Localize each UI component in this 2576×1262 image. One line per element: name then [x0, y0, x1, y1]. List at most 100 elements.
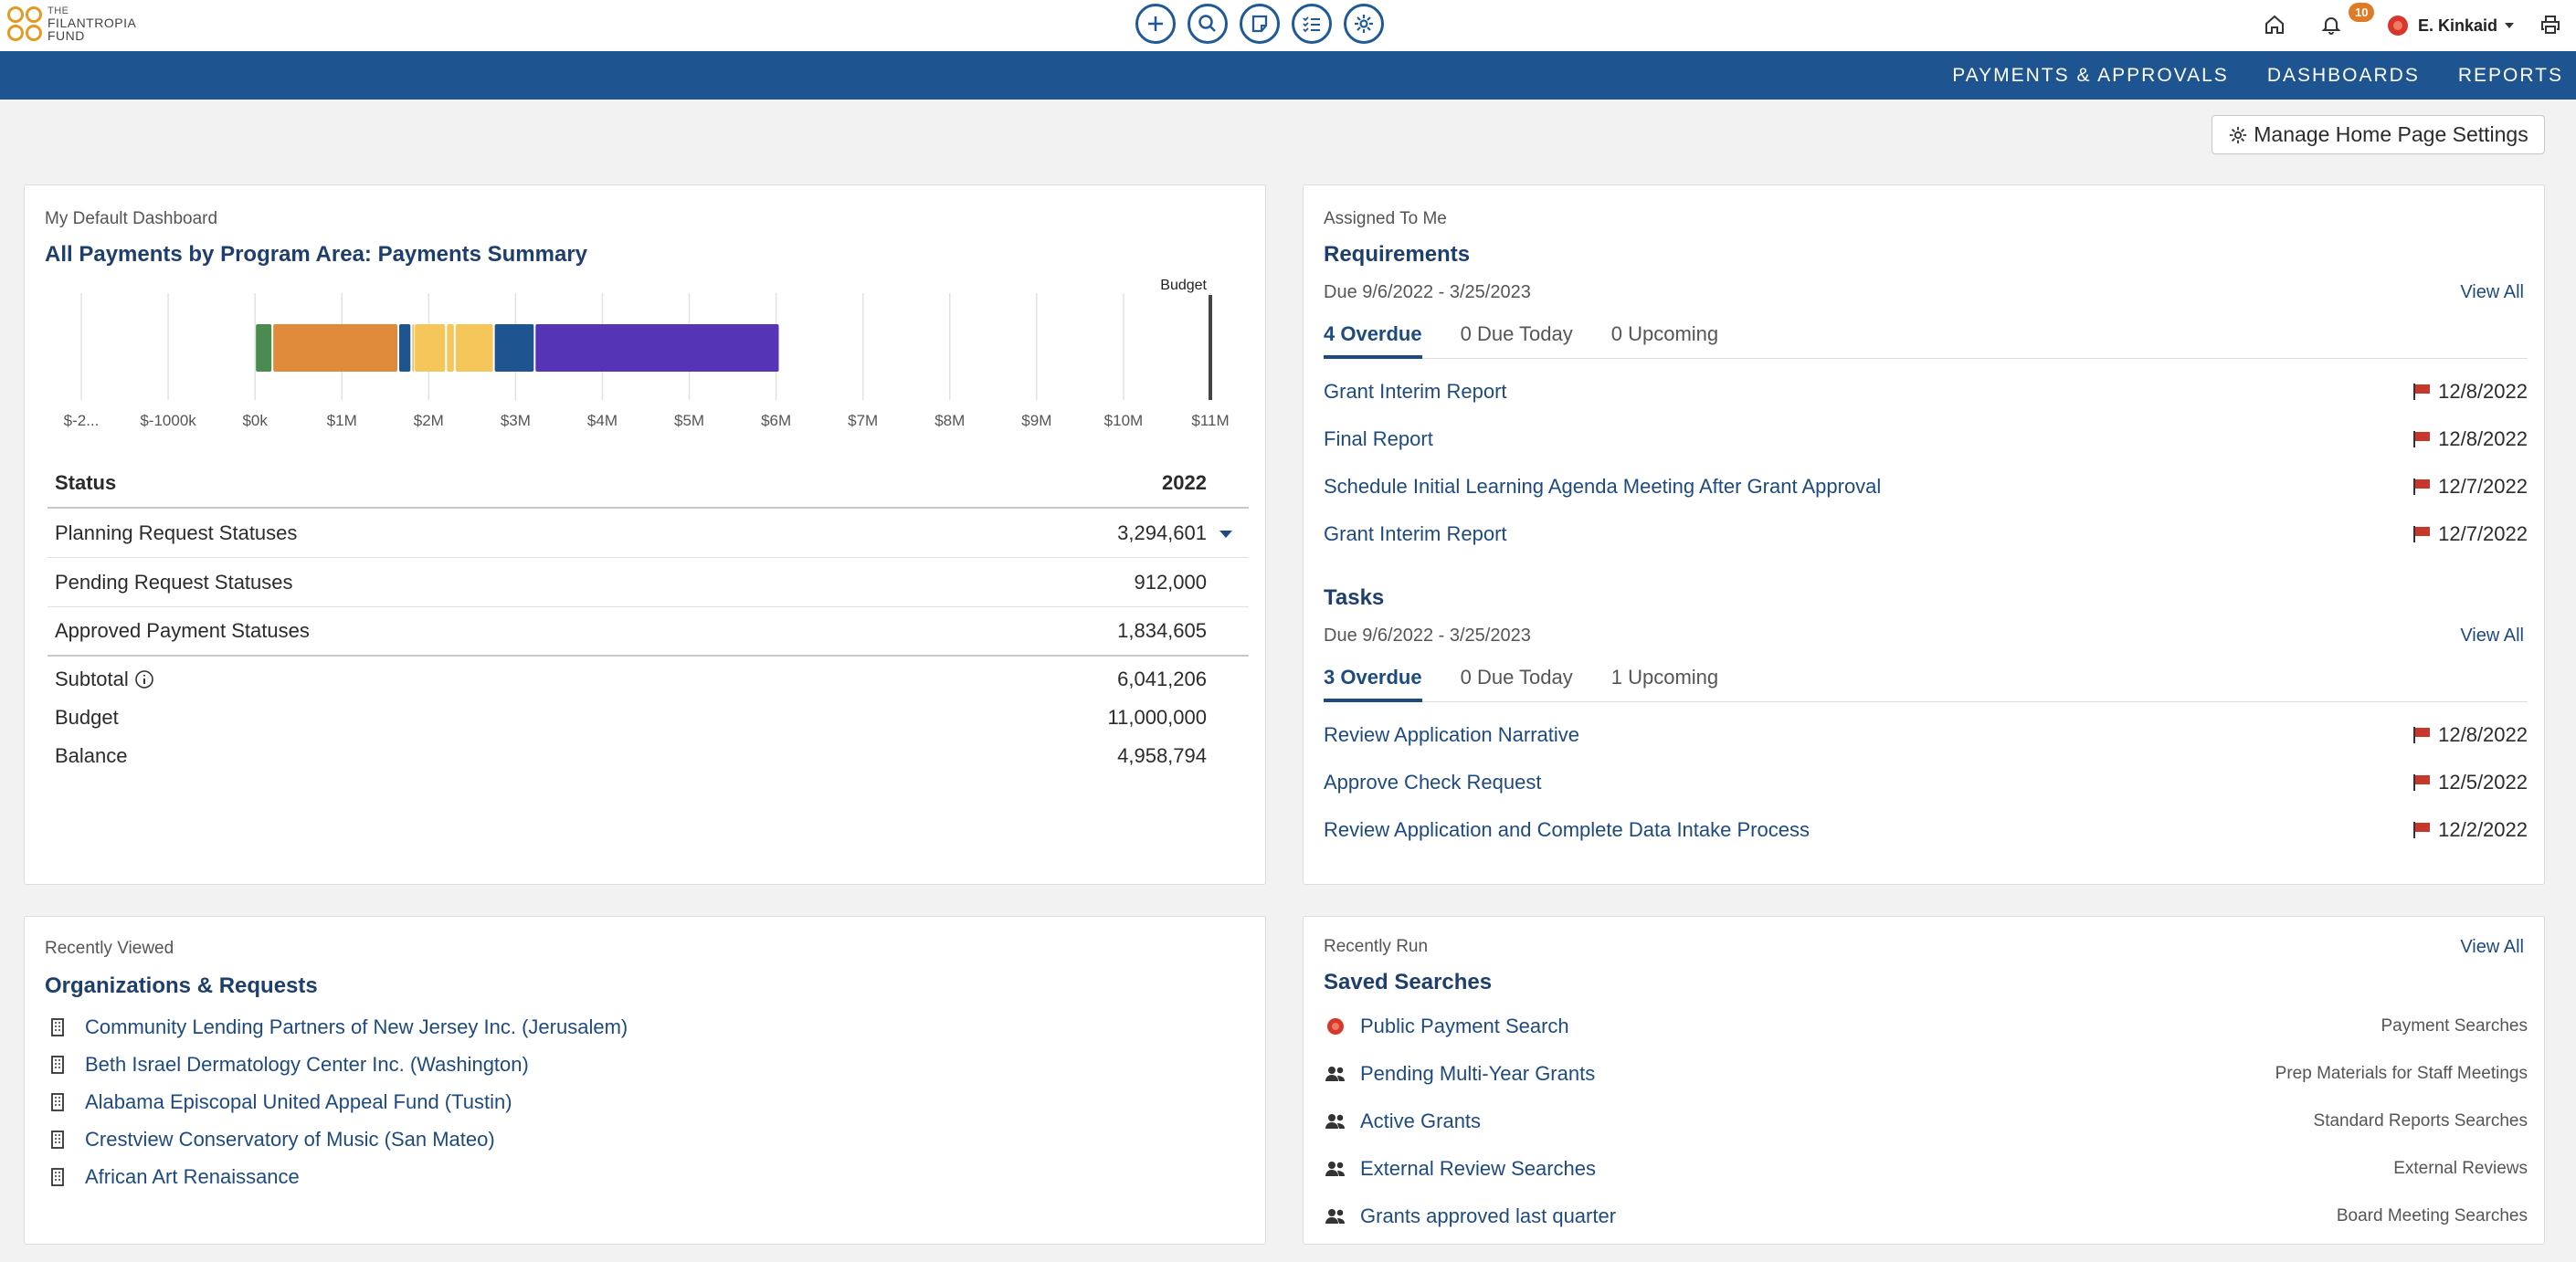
tab-requirements-overdue[interactable]: 4 Overdue: [1324, 322, 1422, 359]
list-item[interactable]: African Art Renaissance: [50, 1158, 628, 1195]
tab-tasks-overdue[interactable]: 3 Overdue: [1324, 666, 1422, 702]
gear-icon: [1355, 15, 1373, 33]
home-button[interactable]: [2264, 14, 2286, 41]
search-button[interactable]: [1188, 4, 1228, 44]
row-label: Approved Payment Statuses: [55, 619, 310, 642]
print-button[interactable]: [2539, 14, 2561, 41]
recently-viewed-title: Organizations & Requests: [45, 973, 318, 998]
status-header: Status: [55, 471, 117, 494]
tasks-date-range: Due 9/6/2022 - 3/25/2023: [1324, 626, 1531, 646]
notes-button[interactable]: [1240, 4, 1280, 44]
logo[interactable]: THE FILANTROPIA FUND: [7, 5, 136, 42]
building-icon: [51, 1167, 64, 1186]
bar-segment[interactable]: [415, 324, 446, 372]
tasks-view-all-link[interactable]: View All: [2460, 626, 2524, 646]
list-item[interactable]: Review Application and Complete Data Int…: [1324, 818, 2528, 841]
tasks-button[interactable]: [1292, 4, 1332, 44]
nav-dashboards[interactable]: DASHBOARDS: [2266, 64, 2420, 86]
flag-icon: [2413, 526, 2431, 542]
top-bar: THE FILANTROPIA FUND 10 E. Kinkaid: [0, 0, 2576, 51]
building-icon: [51, 1017, 64, 1036]
x-tick-label: $4M: [587, 412, 618, 429]
notifications-button[interactable]: [2320, 14, 2342, 41]
subtotal-label: Subtotal: [55, 668, 129, 690]
table-row[interactable]: Planning Request Statuses 3,294,601: [48, 509, 1249, 558]
list-item[interactable]: Schedule Initial Learning Agenda Meeting…: [1324, 475, 2528, 498]
bar-segment[interactable]: [412, 324, 415, 372]
tab-requirements-upcoming[interactable]: 0 Upcoming: [1610, 322, 1719, 345]
x-tick-label: $-1000k: [140, 412, 196, 429]
list-item[interactable]: Grants approved last quarter Board Meeti…: [1324, 1193, 2528, 1240]
x-tick-label: $-2...: [64, 412, 100, 429]
requirements-list: Grant Interim Report 12/8/2022 Final Repo…: [1324, 368, 2528, 558]
users-icon: [1325, 1067, 1345, 1081]
list-item[interactable]: Review Application Narrative 12/8/2022: [1324, 723, 2528, 746]
dashboard-eyebrow: My Default Dashboard: [45, 209, 218, 228]
bar-segment[interactable]: [256, 324, 272, 372]
requirements-title: Requirements: [1324, 242, 1471, 267]
dashboard-title[interactable]: All Payments by Program Area: Payments S…: [45, 242, 588, 267]
list-item[interactable]: Active Grants Standard Reports Searches: [1324, 1098, 2528, 1145]
settings-button[interactable]: [1344, 4, 1384, 44]
building-icon: [51, 1055, 64, 1074]
table-row[interactable]: Pending Request Statuses 912,000: [48, 558, 1249, 607]
subtotal-value: 6,041,206: [1117, 668, 1207, 690]
bar-segment[interactable]: [447, 324, 454, 372]
x-tick-label: $5M: [674, 412, 704, 429]
checklist-icon: [1303, 16, 1320, 33]
list-item[interactable]: Grant Interim Report 12/8/2022: [1324, 380, 2528, 403]
caret-down-icon[interactable]: [1219, 531, 1232, 538]
saved-searches-panel: Recently Run View All Saved Searches Pub…: [1303, 916, 2545, 1245]
tasks-list: Review Application Narrative 12/8/2022 Ap…: [1324, 711, 2528, 854]
list-item[interactable]: Pending Multi-Year Grants Prep Materials…: [1324, 1050, 2528, 1098]
row-label: Planning Request Statuses: [55, 521, 298, 544]
info-icon[interactable]: [134, 669, 154, 689]
list-item[interactable]: Approve Check Request 12/5/2022: [1324, 771, 2528, 794]
list-item[interactable]: Crestview Conservatory of Music (San Mat…: [50, 1120, 628, 1158]
users-icon: [1325, 1114, 1345, 1129]
list-item[interactable]: External Review Searches External Review…: [1324, 1145, 2528, 1193]
nav-payments-approvals[interactable]: PAYMENTS & APPROVALS: [1952, 64, 2229, 86]
flag-icon: [2413, 727, 2431, 743]
requirements-view-all-link[interactable]: View All: [2460, 282, 2524, 302]
dashboard-panel: My Default Dashboard All Payments by Pro…: [24, 184, 1266, 885]
bar-segment[interactable]: [273, 324, 398, 372]
list-item[interactable]: Beth Israel Dermatology Center Inc. (Was…: [50, 1046, 628, 1083]
list-item[interactable]: Grant Interim Report 12/7/2022: [1324, 522, 2528, 545]
user-name: E. Kinkaid: [2418, 16, 2498, 35]
nav-reports[interactable]: REPORTS: [2457, 64, 2563, 86]
budget-value: 11,000,000: [1107, 706, 1207, 729]
table-row[interactable]: Approved Payment Statuses 1,834,605: [48, 607, 1249, 657]
manage-home-page-settings-button[interactable]: Manage Home Page Settings: [2212, 115, 2545, 154]
gear-icon: [2230, 126, 2247, 143]
quick-actions: [1135, 4, 1396, 44]
flag-icon: [2413, 384, 2431, 400]
payments-chart: $-2... $-1000k $0k $1M $2M $3M $4M $5M $6M $7M $8M…: [52, 278, 1230, 432]
users-icon: [1325, 1209, 1345, 1224]
x-tick-label: $0k: [242, 412, 268, 429]
x-tick-label: $10M: [1104, 412, 1144, 429]
user-menu[interactable]: E. Kinkaid: [2385, 13, 2515, 38]
bar-segment[interactable]: [455, 324, 493, 372]
list-item[interactable]: Final Report 12/8/2022: [1324, 427, 2528, 450]
balance-row: Balance 4,958,794: [48, 737, 1249, 775]
building-icon: [51, 1130, 64, 1149]
tab-tasks-due-today[interactable]: 0 Due Today: [1460, 666, 1573, 689]
list-item[interactable]: Community Lending Partners of New Jersey…: [50, 1008, 628, 1046]
x-tick-label: $6M: [761, 412, 791, 429]
assigned-panel: Assigned To Me Requirements Due 9/6/2022…: [1303, 184, 2545, 885]
add-button[interactable]: [1135, 4, 1176, 44]
tab-requirements-due-today[interactable]: 0 Due Today: [1460, 322, 1573, 345]
saved-searches-view-all-link[interactable]: View All: [2460, 937, 2524, 957]
plus-icon: [1148, 16, 1163, 31]
building-icon: [51, 1092, 64, 1111]
bar-segment[interactable]: [494, 324, 534, 372]
bar-segment[interactable]: [399, 324, 411, 372]
balance-value: 4,958,794: [1117, 744, 1207, 767]
list-item[interactable]: Public Payment Search Payment Searches: [1324, 1003, 2528, 1050]
payments-chart-svg: $-2... $-1000k $0k $1M $2M $3M $4M $5M $6M $7M $8M…: [64, 278, 1230, 429]
bar-segment[interactable]: [535, 324, 779, 372]
organizations-list: Community Lending Partners of New Jersey…: [50, 1008, 628, 1195]
tab-tasks-upcoming[interactable]: 1 Upcoming: [1610, 666, 1719, 689]
list-item[interactable]: Alabama Episcopal United Appeal Fund (Tu…: [50, 1083, 628, 1120]
